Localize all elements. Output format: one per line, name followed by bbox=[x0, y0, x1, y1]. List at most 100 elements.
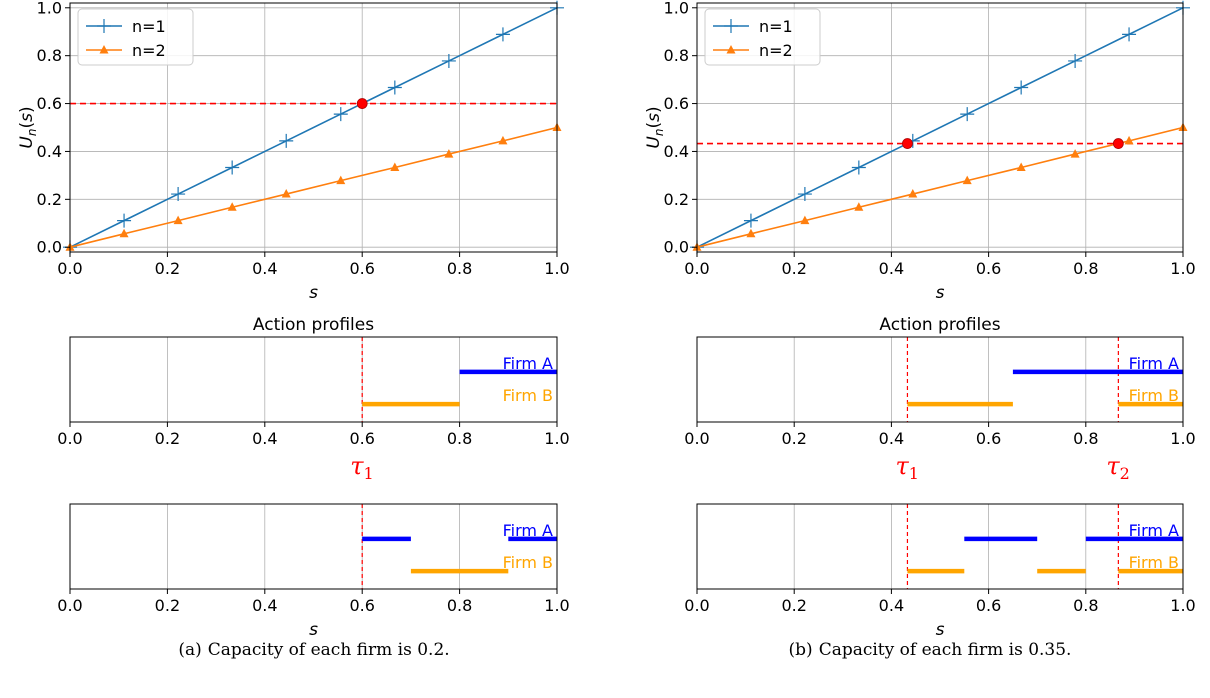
y-tick-label: 0.2 bbox=[37, 190, 62, 209]
point-n=1 bbox=[171, 187, 186, 202]
y-axis-label: Un(s) bbox=[17, 106, 39, 148]
point-n=2 bbox=[444, 149, 454, 158]
x-tick-label: 1.0 bbox=[1170, 429, 1195, 448]
legend-label: n=2 bbox=[759, 41, 793, 60]
axes-frame bbox=[696, 2, 1184, 253]
point-n=2 bbox=[119, 228, 129, 238]
caption-b: (b) Capacity of each firm is 0.35. bbox=[650, 640, 1210, 660]
x-tick-label: 0.2 bbox=[155, 429, 180, 448]
firm-label: Firm B bbox=[1129, 386, 1179, 405]
x-tick-label: 0.2 bbox=[781, 259, 806, 278]
x-tick-label: 0.6 bbox=[349, 429, 374, 448]
intersection-point bbox=[1112, 138, 1124, 149]
x-tick-label: 0.0 bbox=[57, 259, 82, 278]
x-tick-label: 0.6 bbox=[349, 259, 374, 278]
legend-label: n=1 bbox=[759, 17, 793, 36]
x-tick-label: 0.6 bbox=[976, 259, 1001, 278]
firm-label: Firm B bbox=[503, 386, 553, 405]
point-n=1 bbox=[225, 160, 240, 175]
point-n=1 bbox=[743, 213, 758, 228]
axes-frame bbox=[696, 336, 1184, 423]
point-n=2 bbox=[227, 202, 237, 211]
firm-label: Firm A bbox=[1129, 521, 1179, 540]
point-n=1 bbox=[797, 187, 812, 202]
x-tick-label: 0.2 bbox=[155, 259, 180, 278]
axes-frame bbox=[69, 2, 558, 253]
x-tick-label: 0.2 bbox=[155, 596, 180, 615]
x-tick-label: 1.0 bbox=[1170, 596, 1195, 615]
point-n=1 bbox=[1122, 27, 1137, 42]
legend-marker bbox=[99, 45, 109, 54]
x-tick-label: 0.8 bbox=[1073, 596, 1098, 615]
point-n=2 bbox=[962, 175, 972, 185]
y-tick-label: 1.0 bbox=[37, 0, 62, 17]
legend-label: n=1 bbox=[132, 17, 166, 36]
y-tick-label: 0.8 bbox=[664, 46, 689, 65]
x-axis-label: s bbox=[309, 620, 318, 640]
y-tick-label: 0.0 bbox=[37, 238, 62, 257]
legend: n=1n=2 bbox=[77, 8, 194, 66]
x-tick-label: 0.0 bbox=[57, 429, 82, 448]
x-axis-label: s bbox=[309, 283, 318, 303]
point-n=2 bbox=[173, 215, 183, 225]
plot-a-middle: Firm A Firm B 0.0 0.2 0.4 0.6 0.8 1.0 Action pro… bbox=[57, 315, 569, 483]
point-n=1 bbox=[1014, 80, 1029, 95]
plot-a-top: 0.0 0.2 0.4 0.6 0.8 1.0 0.0 0.2 0.4 0.6 0.8 1.0 s Un(… bbox=[17, 0, 570, 303]
x-tick-label: 1.0 bbox=[544, 596, 569, 615]
legend-marker bbox=[724, 19, 738, 33]
point-n=2 bbox=[854, 202, 864, 211]
point-n=2 bbox=[336, 175, 346, 185]
x-tick-label: 0.6 bbox=[976, 429, 1001, 448]
plot-b-bottom: Firm A Firm B 0.0 0.2 0.4 0.6 0.8 1.0 s bbox=[684, 503, 1196, 640]
y-tick-label: 1.0 bbox=[664, 0, 689, 17]
x-tick-label: 0.0 bbox=[684, 429, 709, 448]
point-n=1 bbox=[441, 53, 456, 68]
point-n=1 bbox=[387, 80, 402, 95]
plot-b-top: 0.0 0.2 0.4 0.6 0.8 1.0 0.0 0.2 0.4 0.6 0.8 1.0 s Un(… bbox=[644, 0, 1196, 303]
point-n=2 bbox=[800, 215, 810, 225]
tau-label: τ2 bbox=[1106, 452, 1129, 483]
x-tick-label: 0.0 bbox=[684, 259, 709, 278]
x-tick-label: 0.2 bbox=[781, 429, 806, 448]
x-tick-label: 0.4 bbox=[879, 429, 904, 448]
x-tick-label: 0.0 bbox=[684, 596, 709, 615]
panel-title: Action profiles bbox=[253, 315, 374, 335]
firm-label: Firm A bbox=[503, 354, 553, 373]
point-n=2 bbox=[908, 189, 918, 198]
y-tick-label: 0.6 bbox=[664, 94, 689, 113]
caption-a: (a) Capacity of each firm is 0.2. bbox=[34, 640, 594, 660]
point-n=1 bbox=[495, 27, 510, 42]
x-tick-label: 0.8 bbox=[447, 429, 472, 448]
x-tick-label: 0.0 bbox=[57, 596, 82, 615]
caption-a-text: Capacity of each firm is 0.2. bbox=[207, 640, 450, 660]
x-tick-label: 0.8 bbox=[1073, 259, 1098, 278]
x-tick-label: 0.4 bbox=[879, 596, 904, 615]
x-tick-label: 0.8 bbox=[447, 259, 472, 278]
tau-label: τ1 bbox=[895, 452, 918, 483]
series-line-n=1 bbox=[696, 7, 1184, 248]
point-n=2 bbox=[1124, 135, 1134, 145]
point-n=2 bbox=[390, 162, 400, 171]
point-n=2 bbox=[281, 189, 291, 198]
caption-b-label: (b) bbox=[788, 640, 813, 660]
axes-frame bbox=[696, 503, 1184, 590]
caption-a-label: (a) bbox=[178, 640, 202, 660]
point-n=2 bbox=[498, 135, 508, 145]
point-n=2 bbox=[1070, 149, 1080, 158]
point-n=1 bbox=[117, 213, 132, 228]
legend-marker bbox=[726, 45, 736, 54]
y-axis-label: Un(s) bbox=[644, 106, 666, 148]
firm-label: Firm A bbox=[503, 521, 553, 540]
tau-label: τ1 bbox=[350, 452, 373, 483]
x-tick-label: 0.4 bbox=[879, 259, 904, 278]
legend-marker bbox=[97, 19, 111, 33]
y-tick-label: 0.8 bbox=[37, 46, 62, 65]
point-n=2 bbox=[1016, 162, 1026, 171]
axes-frame bbox=[69, 503, 558, 590]
x-tick-label: 0.6 bbox=[976, 596, 1001, 615]
intersection-point bbox=[902, 138, 913, 149]
x-tick-label: 0.8 bbox=[447, 596, 472, 615]
point-n=1 bbox=[333, 107, 348, 122]
caption-b-text: Capacity of each firm is 0.35. bbox=[818, 640, 1072, 660]
